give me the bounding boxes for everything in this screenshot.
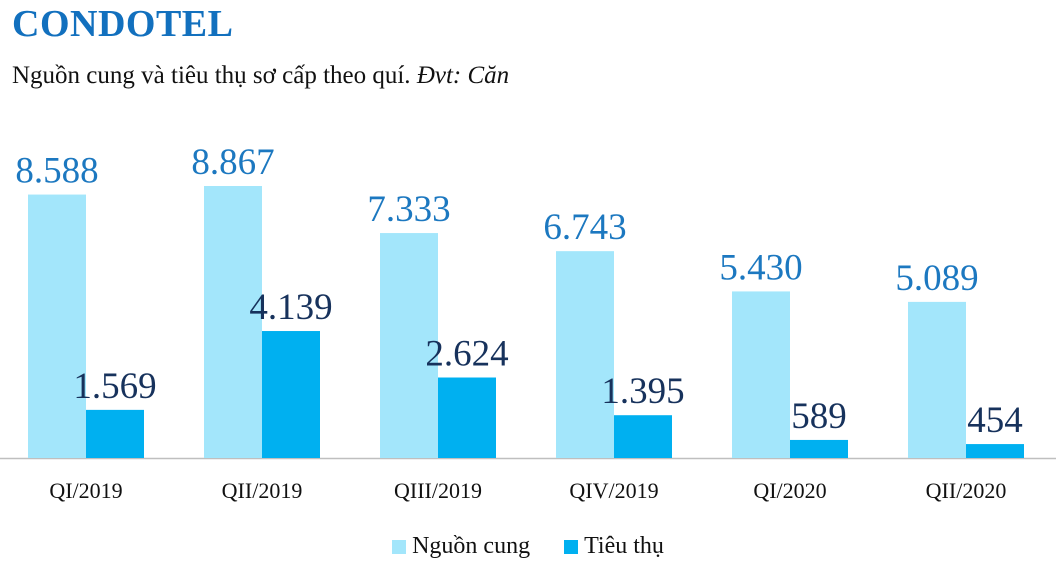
data-label-sales-5: 454 [967, 400, 1023, 441]
data-label-sales-0: 1.569 [73, 366, 156, 407]
data-label-sales-3: 1.395 [601, 371, 684, 412]
bar-supply-3 [556, 251, 614, 458]
bar-sales-3 [614, 415, 672, 458]
x-tick-label-2: QIII/2019 [394, 478, 482, 503]
chart-subtitle: Nguồn cung và tiêu thụ sơ cấp theo quí. … [12, 62, 509, 90]
subtitle-text: Nguồn cung và tiêu thụ sơ cấp theo quí. [12, 62, 411, 89]
data-label-supply-5: 5.089 [895, 258, 978, 299]
data-label-supply-3: 6.743 [543, 207, 626, 248]
data-label-supply-0: 8.588 [15, 151, 98, 192]
bar-chart: 8.588 1.569 QI/2019 8.867 4.139 QII/2019 7.333… [0, 142, 1056, 503]
bar-supply-0 [28, 194, 86, 458]
bar-sales-4 [790, 439, 848, 458]
subtitle-unit: Đvt: Căn [416, 62, 510, 89]
bar-sales-0 [86, 409, 144, 458]
x-tick-label-1: QII/2019 [222, 478, 303, 503]
data-label-sales-4: 589 [791, 396, 847, 437]
data-label-supply-1: 8.867 [191, 142, 274, 183]
bar-supply-4 [732, 291, 790, 458]
bar-sales-5 [966, 444, 1024, 458]
legend-item-supply: Nguồn cung [392, 533, 530, 560]
data-label-supply-2: 7.333 [367, 189, 450, 230]
bar-supply-1 [204, 186, 262, 458]
legend: Nguồn cung Tiêu thụ [0, 533, 1056, 561]
bar-sales-2 [438, 377, 496, 458]
data-label-supply-4: 5.430 [719, 247, 802, 288]
x-tick-label-0: QI/2019 [49, 478, 122, 503]
bar-sales-1 [262, 331, 320, 458]
legend-swatch-sales [564, 539, 579, 554]
legend-item-sales: Tiêu thụ [564, 533, 664, 560]
legend-label-sales: Tiêu thụ [584, 533, 664, 559]
x-tick-label-4: QI/2020 [753, 478, 826, 503]
x-tick-label-3: QIV/2019 [569, 478, 658, 503]
legend-label-supply: Nguồn cung [412, 533, 531, 559]
x-tick-label-5: QII/2020 [926, 478, 1007, 503]
data-label-sales-2: 2.624 [425, 334, 508, 375]
legend-swatch-supply [392, 539, 407, 554]
data-label-sales-1: 4.139 [249, 287, 332, 328]
bar-supply-2 [380, 233, 438, 458]
bar-supply-5 [908, 301, 966, 458]
chart-title: CONDOTEL [12, 3, 234, 45]
